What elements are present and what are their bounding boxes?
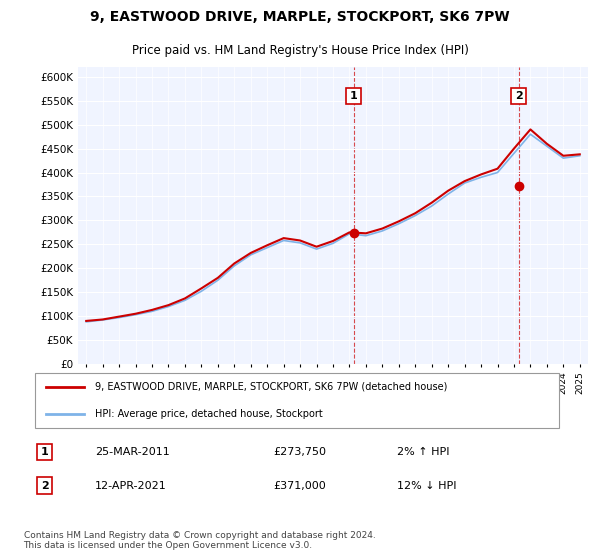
Text: £273,750: £273,750 — [273, 447, 326, 457]
Text: 9, EASTWOOD DRIVE, MARPLE, STOCKPORT, SK6 7PW (detached house): 9, EASTWOOD DRIVE, MARPLE, STOCKPORT, SK… — [95, 382, 447, 392]
Text: 2% ↑ HPI: 2% ↑ HPI — [397, 447, 450, 457]
Text: 1: 1 — [350, 91, 358, 101]
Text: 1: 1 — [41, 447, 49, 457]
Text: HPI: Average price, detached house, Stockport: HPI: Average price, detached house, Stoc… — [95, 409, 323, 419]
Text: Contains HM Land Registry data © Crown copyright and database right 2024.
This d: Contains HM Land Registry data © Crown c… — [23, 531, 375, 550]
Text: 25-MAR-2011: 25-MAR-2011 — [95, 447, 170, 457]
Text: Price paid vs. HM Land Registry's House Price Index (HPI): Price paid vs. HM Land Registry's House … — [131, 44, 469, 57]
Text: £371,000: £371,000 — [273, 480, 326, 491]
Text: 9, EASTWOOD DRIVE, MARPLE, STOCKPORT, SK6 7PW: 9, EASTWOOD DRIVE, MARPLE, STOCKPORT, SK… — [90, 10, 510, 24]
FancyBboxPatch shape — [35, 373, 559, 428]
Text: 2: 2 — [41, 480, 49, 491]
Text: 12% ↓ HPI: 12% ↓ HPI — [397, 480, 457, 491]
Text: 2: 2 — [515, 91, 523, 101]
Text: 12-APR-2021: 12-APR-2021 — [95, 480, 167, 491]
